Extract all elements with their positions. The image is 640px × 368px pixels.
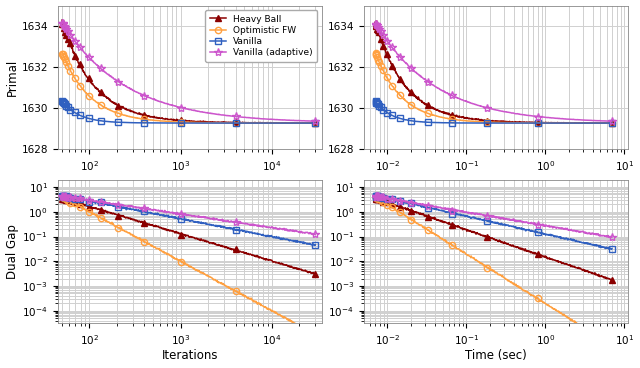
Vanilla (adaptive) [173,105,180,109]
Vanilla (adaptive) [58,20,66,25]
Vanilla [309,121,317,125]
Line: Vanilla: Vanilla [60,98,318,126]
Heavy Ball [103,96,111,100]
Vanilla (adaptive) [227,114,235,118]
Vanilla [124,120,131,125]
Line: Optimistic FW: Optimistic FW [59,49,319,126]
Vanilla (adaptive) [207,111,215,116]
Vanilla [58,99,66,103]
X-axis label: Time (sec): Time (sec) [465,350,527,362]
Optimistic FW [103,106,111,111]
Optimistic FW [58,50,66,54]
Heavy Ball [58,18,66,22]
Heavy Ball [227,120,235,125]
Y-axis label: Primal: Primal [6,59,19,96]
Line: Vanilla (adaptive): Vanilla (adaptive) [58,18,319,125]
Optimistic FW [312,121,319,125]
Line: Heavy Ball: Heavy Ball [59,17,319,126]
Vanilla [173,121,180,125]
Optimistic FW [249,121,257,125]
Optimistic FW [227,121,235,125]
Vanilla (adaptive) [103,71,111,76]
Heavy Ball [124,108,131,112]
Optimistic FW [124,114,131,118]
Vanilla (adaptive) [249,116,257,120]
Heavy Ball [312,121,319,125]
Optimistic FW [173,120,180,124]
Legend: Heavy Ball, Optimistic FW, Vanilla, Vanilla (adaptive): Heavy Ball, Optimistic FW, Vanilla, Vani… [205,10,317,62]
Optimistic FW [310,121,318,125]
Vanilla [249,121,257,125]
Heavy Ball [249,120,257,125]
Heavy Ball [173,117,180,121]
X-axis label: Iterations: Iterations [161,350,218,362]
Optimistic FW [207,120,215,125]
Y-axis label: Dual Gap: Dual Gap [6,224,19,279]
Vanilla [207,121,215,125]
Heavy Ball [207,120,215,124]
Vanilla [227,121,235,125]
Vanilla [312,121,319,125]
Vanilla [103,119,111,124]
Vanilla (adaptive) [312,119,319,123]
Vanilla (adaptive) [124,85,131,89]
